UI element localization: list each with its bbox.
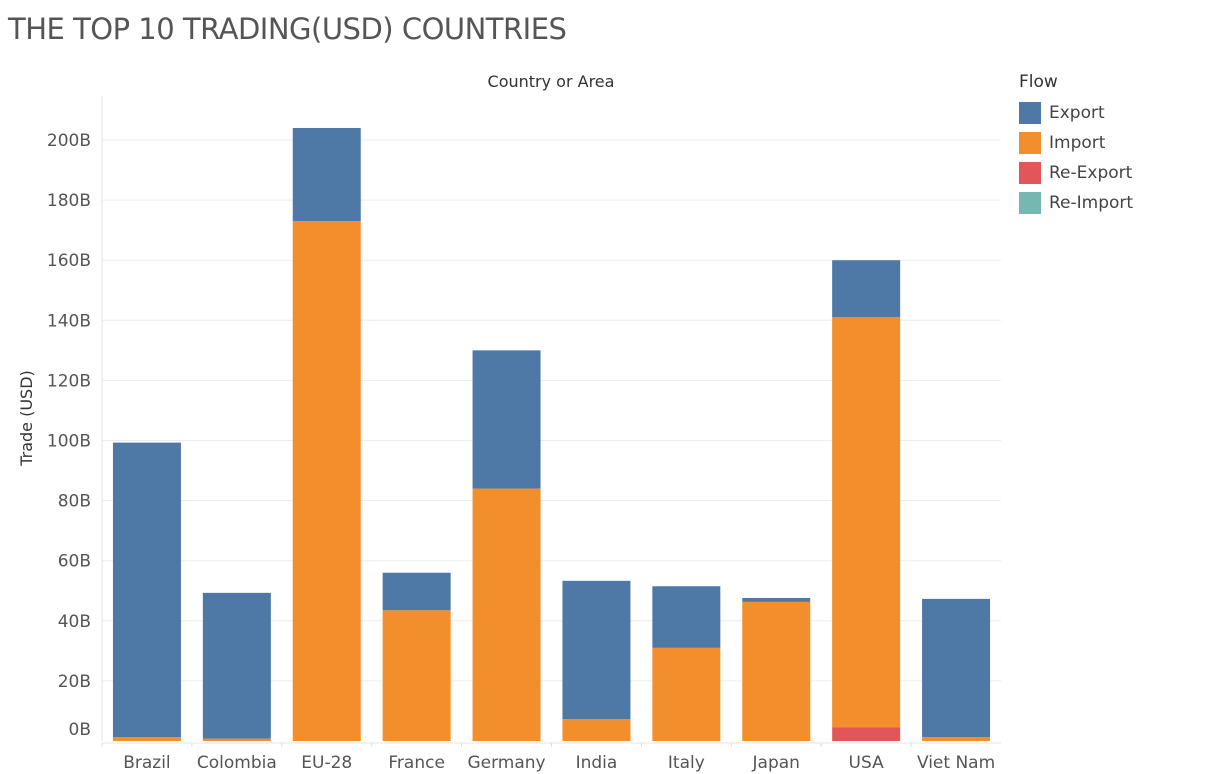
bar-export[interactable]	[202, 592, 271, 739]
y-tick-label: 60B	[58, 552, 91, 572]
chart-title: THE TOP 10 TRADING(USD) COUNTRIES	[8, 12, 567, 46]
bar-export[interactable]	[112, 442, 181, 738]
y-tick-label: 40B	[58, 612, 91, 632]
bar-export[interactable]	[652, 586, 721, 648]
y-axis-title: Trade (USD)	[17, 370, 36, 467]
bar-import[interactable]	[292, 221, 361, 741]
legend-swatch	[1019, 192, 1041, 214]
legend-label: Import	[1049, 133, 1106, 153]
bar-export[interactable]	[562, 580, 631, 720]
x-tick-label: Viet Nam	[917, 753, 995, 773]
x-axis-title: Country or Area	[488, 72, 615, 91]
legend-label: Re-Export	[1049, 163, 1133, 183]
bar-export[interactable]	[292, 127, 361, 222]
legend-title: Flow	[1019, 72, 1058, 92]
legend-item-re-import[interactable]: Re-Import	[1019, 188, 1133, 218]
y-tick-label: 100B	[47, 432, 91, 452]
bar-import[interactable]	[742, 601, 811, 741]
y-axis-ticks: 0B 20B 40B 60B 80B 100B 120B 140B 160B 180B 200B	[47, 131, 91, 740]
bar-import[interactable]	[832, 317, 901, 728]
legend-item-import[interactable]: Import	[1019, 128, 1133, 158]
bar-import[interactable]	[562, 719, 631, 741]
y-tick-label: 160B	[47, 251, 91, 271]
x-tick-label: France	[388, 753, 445, 773]
bar-chart: 0B 20B 40B 60B 80B 100B 120B 140B 160B 180B 200B B…	[17, 72, 1001, 773]
legend-item-export[interactable]: Export	[1019, 98, 1133, 128]
legend-item-re-export[interactable]: Re-Export	[1019, 158, 1133, 188]
x-axis-ticks: Brazil Colombia EU-28 France Germany India Ita…	[101, 743, 995, 773]
gridlines	[101, 96, 1001, 744]
bar-export[interactable]	[742, 597, 811, 602]
x-tick-label: Germany	[467, 753, 545, 773]
y-tick-label: 200B	[47, 131, 91, 151]
bar-export[interactable]	[382, 572, 451, 611]
bar-import[interactable]	[202, 738, 271, 741]
legend: Flow Export Import Re-Export Re-Import	[1019, 72, 1133, 218]
y-tick-label: 140B	[47, 311, 91, 331]
bar-import[interactable]	[922, 737, 991, 741]
legend-swatch	[1019, 102, 1041, 124]
bar-import[interactable]	[652, 647, 721, 741]
x-tick-label: Japan	[752, 753, 800, 773]
bar-export[interactable]	[472, 350, 541, 489]
legend-swatch	[1019, 162, 1041, 184]
bar-import[interactable]	[472, 488, 541, 741]
y-tick-label: 20B	[58, 672, 91, 692]
y-tick-label: 80B	[58, 492, 91, 512]
legend-label: Export	[1049, 103, 1105, 123]
y-tick-label: 180B	[47, 191, 91, 211]
x-tick-label: EU-28	[301, 753, 352, 773]
x-tick-label: Italy	[668, 753, 705, 773]
bars	[112, 127, 991, 741]
bar-export[interactable]	[922, 598, 991, 738]
x-tick-label: India	[576, 753, 618, 773]
y-tick-label: 0B	[69, 720, 91, 740]
bar-export[interactable]	[832, 260, 901, 318]
bar-import[interactable]	[112, 737, 181, 741]
bar-import[interactable]	[382, 610, 451, 741]
legend-label: Re-Import	[1049, 193, 1134, 213]
x-tick-label: USA	[849, 753, 885, 773]
legend-swatch	[1019, 132, 1041, 154]
x-tick-label: Colombia	[197, 753, 277, 773]
bar-re-export[interactable]	[832, 727, 901, 741]
x-tick-label: Brazil	[123, 753, 170, 773]
y-tick-label: 120B	[47, 371, 91, 391]
